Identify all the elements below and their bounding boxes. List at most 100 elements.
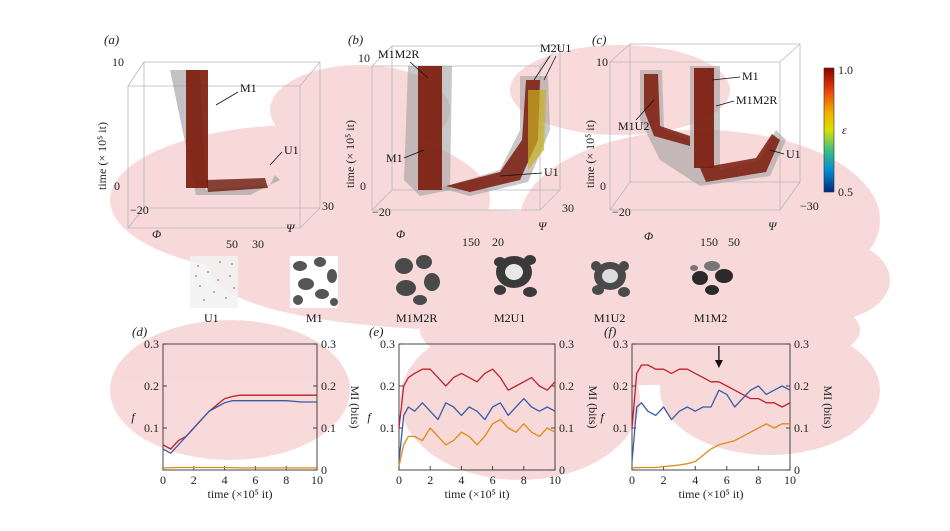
pattern-M1M2: M1M2 bbox=[690, 261, 733, 325]
panel-label: (e) bbox=[369, 324, 383, 339]
annotation-M1M2R-b: M1M2R bbox=[378, 47, 419, 61]
x-tick-label: 10 bbox=[784, 473, 796, 487]
pattern-label-M1U2: M1U2 bbox=[594, 311, 625, 325]
series-line-0 bbox=[631, 364, 791, 429]
pattern-M1U2: M1U2 bbox=[591, 261, 630, 325]
phi-label-c: Φ bbox=[644, 229, 653, 243]
y-tick-label-left: 0.1 bbox=[380, 421, 395, 435]
z-axis-label-b: time (× 10⁵ it) bbox=[343, 120, 357, 188]
y-tick-label-right: 0 bbox=[559, 463, 565, 477]
y-tick-label-right: 0.2 bbox=[794, 379, 809, 393]
panel-b-label: (b) bbox=[348, 32, 363, 47]
psi-tick-min-a: 30 bbox=[252, 237, 264, 251]
psi-tick-min-b: 20 bbox=[492, 235, 504, 249]
x-axis-label: time (×10⁵ it) bbox=[679, 487, 744, 501]
colorbar bbox=[823, 67, 835, 193]
series-line-1 bbox=[398, 397, 556, 462]
pattern-label-M2U1: M2U1 bbox=[494, 311, 525, 325]
series-line-2 bbox=[631, 423, 790, 469]
series-line-2 bbox=[398, 418, 556, 466]
z-tick-max-c: 10 bbox=[596, 55, 608, 69]
pattern-label-M1M2: M1M2 bbox=[694, 311, 727, 325]
arrow-head bbox=[714, 360, 723, 368]
series-line-0 bbox=[398, 368, 556, 429]
chart-f: (f) 0 2 4 6 8 10 0.1 0.2 0.3 0 0.1 0.2 0.3 time (×10⁵ … bbox=[600, 324, 835, 501]
x-axis-label: time (×10⁵ it) bbox=[208, 487, 273, 501]
x-axis-label: time (×10⁵ it) bbox=[445, 487, 510, 501]
x-tick-label: 2 bbox=[661, 473, 667, 487]
phi-tick-min-c: −20 bbox=[612, 205, 631, 219]
y-tick-label-left: 0.3 bbox=[380, 337, 395, 351]
y-tick-label-right: 0.2 bbox=[321, 379, 336, 393]
panel-label: (f) bbox=[604, 324, 616, 339]
plot-frame bbox=[398, 343, 556, 471]
x-tick-label: 10 bbox=[549, 473, 561, 487]
panel-a: (a) 10 0 time (× 10⁵ it) −20 Φ 50 30 Ψ 3… bbox=[95, 32, 334, 251]
y-tick-label-right: 0.3 bbox=[321, 337, 336, 351]
x-tick-label: 10 bbox=[311, 473, 323, 487]
trajectory-b bbox=[404, 66, 550, 196]
annotation-M1-a: M1 bbox=[240, 81, 257, 95]
psi-label-b: Ψ bbox=[538, 219, 548, 233]
y-tick-label-left: 0.2 bbox=[144, 379, 159, 393]
y-axis-label-left: f bbox=[131, 410, 136, 424]
x-tick-label: 6 bbox=[252, 473, 258, 487]
pattern-M1: M1 bbox=[290, 256, 338, 325]
x-tick-label: 4 bbox=[692, 473, 698, 487]
psi-label-a: Ψ bbox=[286, 221, 296, 235]
annotation-M1-b: M1 bbox=[386, 151, 403, 165]
panel-b: (b) 10 0 time (× 10⁵ it) −20 Φ 150 20 Ψ … bbox=[343, 32, 574, 249]
plot-frame bbox=[162, 343, 318, 471]
x-tick-label: 0 bbox=[160, 473, 166, 487]
z-axis-label-a: time (× 10⁵ it) bbox=[95, 122, 109, 190]
psi-tick-max-a: 30 bbox=[322, 199, 334, 213]
panel-c: (c) 10 0 time (× 10⁵ it) −20 Φ 150 50 Ψ … bbox=[583, 32, 853, 249]
z-axis-label-c: time (× 10⁵ it) bbox=[583, 120, 597, 188]
annotation-M1U2-c: M1U2 bbox=[618, 119, 649, 133]
x-tick-label: 8 bbox=[755, 473, 761, 487]
panel-c-label: (c) bbox=[592, 32, 606, 47]
x-tick-label: 8 bbox=[521, 473, 527, 487]
annotation-M1M2R-c: M1M2R bbox=[736, 93, 777, 107]
y-tick-label-left: 0.3 bbox=[144, 337, 159, 351]
y-axis-label-left: f bbox=[600, 410, 605, 424]
z-tick-max-b: 10 bbox=[358, 51, 370, 65]
panel-label: (d) bbox=[132, 324, 147, 339]
pattern-M2U1: M2U1 bbox=[494, 255, 537, 325]
phi-label-b: Φ bbox=[396, 227, 405, 241]
x-tick-label: 4 bbox=[222, 473, 228, 487]
x-tick-label: 6 bbox=[724, 473, 730, 487]
y-axis-label-right: MI (bits) bbox=[586, 386, 600, 429]
plot-frame bbox=[631, 343, 791, 471]
y-tick-label-left: 0.3 bbox=[613, 337, 628, 351]
trajectory-a bbox=[170, 70, 280, 195]
z-tick-min-b: 0 bbox=[360, 179, 366, 193]
y-tick-label-left: 0.1 bbox=[613, 421, 628, 435]
phi-tick-max-b: 150 bbox=[462, 235, 480, 249]
x-tick-label: 0 bbox=[396, 473, 402, 487]
chart-d: (d) 0 2 4 6 8 10 0.1 0.2 0.3 0 0.1 0.2 0.3 time (×10⁵ … bbox=[131, 324, 362, 501]
chart-e: (e) 0 2 4 6 8 10 0.1 0.2 0.3 0 0.1 0.2 0.3 time (×10⁵ … bbox=[367, 324, 600, 501]
phi-tick-max-a: 50 bbox=[226, 237, 238, 251]
annotation-M2U1-b: M2U1 bbox=[540, 41, 571, 55]
psi-label-c: Ψ bbox=[768, 219, 778, 233]
pattern-M1M2R: M1M2R bbox=[395, 255, 440, 325]
panel-a-label: (a) bbox=[104, 32, 119, 47]
z-tick-min-c: 0 bbox=[600, 179, 606, 193]
y-tick-label-left: 0.2 bbox=[613, 379, 628, 393]
z-tick-max-a: 10 bbox=[112, 55, 124, 69]
y-tick-label-left: 0.2 bbox=[380, 379, 395, 393]
trajectory-c bbox=[640, 66, 786, 186]
y-tick-label-right: 0.1 bbox=[794, 421, 809, 435]
annotation-M1-c: M1 bbox=[742, 69, 759, 83]
pattern-label-M1M2R: M1M2R bbox=[396, 311, 437, 325]
x-tick-label: 0 bbox=[629, 473, 635, 487]
series-line-1 bbox=[162, 400, 317, 454]
y-axis-label-right: MI (bits) bbox=[348, 386, 362, 429]
y-tick-label-right: 0.3 bbox=[794, 337, 809, 351]
y-axis-label-right: MI (bits) bbox=[821, 386, 835, 429]
x-tick-label: 8 bbox=[283, 473, 289, 487]
psi-tick-max-c: −30 bbox=[800, 199, 819, 213]
pattern-label-M1: M1 bbox=[306, 311, 323, 325]
